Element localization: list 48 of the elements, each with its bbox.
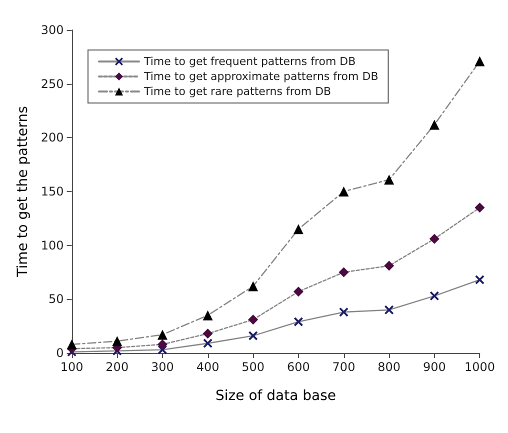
point (430, 291, 439, 300)
x-tick-label: 200 (106, 360, 129, 374)
point (338, 267, 349, 278)
y-tick-label: 150 (40, 184, 64, 198)
point (293, 286, 304, 297)
point (384, 260, 394, 271)
point (157, 339, 168, 350)
y-tick-label: 250 (40, 76, 64, 91)
point (248, 331, 258, 340)
y-tick-label: 100 (40, 238, 64, 252)
x-tick-label: 1000 (464, 360, 496, 374)
point (429, 120, 440, 130)
y-tick-label: 300 (40, 23, 64, 37)
point (293, 224, 304, 234)
point (248, 314, 258, 325)
point (202, 310, 213, 320)
x-tick-label: 800 (378, 360, 401, 374)
x-tick-label: 300 (151, 360, 174, 374)
x-tick-label: 400 (196, 360, 220, 374)
legend-label: Time to get rare patterns from DB (143, 85, 332, 98)
legend-label: Time to get approximate patterns from DB (143, 70, 378, 83)
y-tick-label: 200 (40, 130, 64, 145)
x-tick-label: 100 (60, 360, 84, 374)
x-axis-title: Size of data base (216, 388, 336, 404)
point (475, 275, 484, 284)
legend-label: Time to get frequent patterns from DB (143, 55, 356, 68)
point (248, 281, 258, 292)
point (66, 339, 77, 350)
point (474, 56, 485, 66)
point (203, 338, 212, 348)
point (158, 345, 167, 354)
point (294, 317, 303, 326)
x-tick-label: 600 (286, 360, 310, 374)
x-tick-label: 900 (422, 360, 446, 374)
x-tick-label: 500 (242, 360, 265, 374)
point (339, 308, 348, 317)
x-tick-label: 700 (332, 360, 356, 374)
point (429, 234, 440, 244)
point (157, 330, 168, 340)
point (202, 328, 213, 339)
y-tick-label: 0 (56, 346, 64, 360)
point (338, 186, 349, 196)
y-axis-title: Time to get the patterns (15, 106, 31, 278)
y-tick-label: 50 (48, 292, 64, 306)
point (384, 174, 394, 185)
point (474, 202, 485, 213)
point (384, 305, 394, 314)
point (112, 336, 122, 346)
